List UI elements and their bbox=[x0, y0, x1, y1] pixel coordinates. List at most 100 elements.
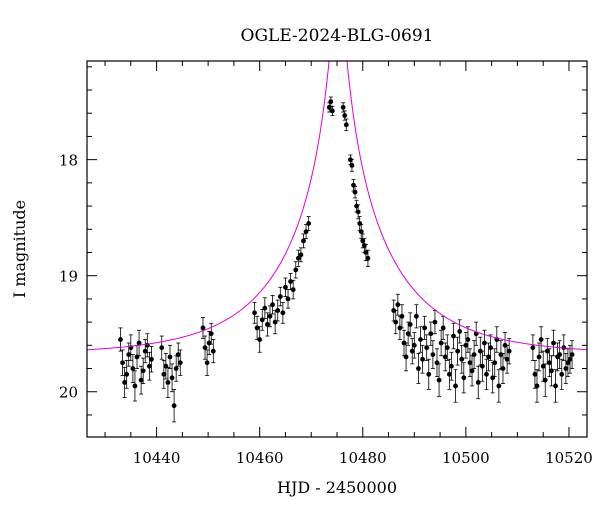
data-point bbox=[326, 105, 332, 110]
data-point bbox=[477, 348, 483, 354]
data-point bbox=[430, 352, 436, 358]
data-point bbox=[138, 377, 144, 383]
data-point bbox=[413, 313, 419, 319]
data-point bbox=[422, 325, 428, 331]
data-point bbox=[538, 337, 544, 342]
data-point bbox=[257, 337, 263, 342]
data-point bbox=[544, 348, 550, 354]
data-point bbox=[397, 325, 403, 331]
data-point bbox=[551, 340, 556, 346]
data-point bbox=[252, 310, 257, 316]
x-tick-label: 10460 bbox=[236, 449, 284, 467]
data-point bbox=[432, 319, 438, 325]
data-point bbox=[506, 348, 512, 354]
data-point bbox=[467, 360, 473, 366]
data-point bbox=[418, 337, 423, 342]
data-point bbox=[484, 371, 489, 377]
data-point bbox=[298, 252, 304, 258]
data-point bbox=[502, 342, 508, 348]
x-axis-label: HJD - 2450000 bbox=[277, 478, 397, 497]
y-axis-label: I magnitude bbox=[10, 200, 29, 298]
data-point bbox=[206, 340, 212, 346]
model-curve bbox=[86, 60, 588, 351]
data-point bbox=[270, 302, 275, 308]
data-point bbox=[124, 371, 130, 377]
data-point bbox=[426, 371, 432, 377]
data-point bbox=[352, 189, 358, 195]
data-point bbox=[295, 255, 301, 261]
data-point bbox=[303, 229, 309, 234]
data-point bbox=[436, 377, 442, 383]
data-point bbox=[328, 99, 334, 105]
data-point bbox=[496, 383, 502, 389]
data-point bbox=[280, 310, 286, 316]
data-point bbox=[475, 380, 481, 385]
data-point bbox=[530, 345, 536, 351]
axis-ticks bbox=[87, 61, 587, 437]
data-point bbox=[130, 366, 136, 371]
data-point bbox=[161, 371, 167, 377]
data-point bbox=[420, 356, 425, 362]
data-point bbox=[546, 360, 552, 366]
error-bars bbox=[118, 96, 575, 423]
data-point bbox=[504, 356, 510, 362]
y-tick-label: 20 bbox=[59, 384, 78, 402]
data-point bbox=[208, 331, 214, 337]
tick-labels: 10440 10460 10480 10500 10520 18 19 20 bbox=[59, 152, 593, 467]
data-point bbox=[444, 345, 450, 351]
data-point bbox=[461, 375, 467, 381]
data-point bbox=[409, 348, 415, 354]
data-point bbox=[267, 313, 273, 319]
data-point bbox=[451, 333, 456, 339]
data-point bbox=[301, 238, 306, 244]
data-point bbox=[434, 360, 440, 366]
data-point bbox=[457, 328, 463, 334]
data-point bbox=[411, 342, 417, 348]
data-point bbox=[275, 308, 281, 313]
data-point bbox=[358, 229, 364, 234]
data-point bbox=[167, 354, 173, 360]
data-point bbox=[204, 360, 210, 366]
data-point bbox=[482, 340, 487, 346]
data-point bbox=[293, 267, 299, 273]
data-point bbox=[465, 337, 471, 342]
data-point bbox=[175, 352, 181, 358]
data-point bbox=[446, 371, 452, 377]
data-point bbox=[563, 366, 569, 371]
data-point bbox=[265, 322, 270, 327]
data-point bbox=[169, 375, 175, 381]
data-point bbox=[498, 352, 504, 358]
data-point bbox=[283, 284, 288, 290]
y-tick-label: 19 bbox=[59, 268, 78, 286]
data-point bbox=[202, 345, 208, 351]
chart-title: OGLE-2024-BLG-0691 bbox=[241, 26, 434, 46]
data-point bbox=[442, 354, 448, 360]
data-point bbox=[540, 363, 546, 369]
data-point bbox=[126, 352, 132, 358]
data-point bbox=[401, 340, 407, 346]
data-point bbox=[132, 383, 138, 389]
data-point bbox=[549, 368, 554, 374]
data-point bbox=[159, 345, 165, 351]
data-point bbox=[500, 366, 506, 371]
data-point bbox=[569, 352, 575, 358]
data-point bbox=[479, 363, 485, 369]
data-point bbox=[349, 163, 355, 168]
data-point bbox=[488, 345, 494, 351]
data-point bbox=[120, 360, 125, 366]
data-point bbox=[262, 305, 268, 311]
x-tick-label: 10500 bbox=[442, 449, 490, 467]
data-point bbox=[399, 313, 405, 319]
data-point bbox=[140, 368, 146, 374]
data-point bbox=[553, 383, 558, 389]
data-point bbox=[361, 243, 367, 248]
data-point bbox=[357, 221, 363, 226]
data-point bbox=[272, 319, 278, 325]
data-point bbox=[306, 221, 312, 226]
data-point bbox=[177, 360, 183, 366]
data-point bbox=[210, 348, 216, 354]
data-point bbox=[259, 317, 265, 323]
data-point bbox=[532, 371, 538, 377]
data-point bbox=[348, 157, 353, 163]
